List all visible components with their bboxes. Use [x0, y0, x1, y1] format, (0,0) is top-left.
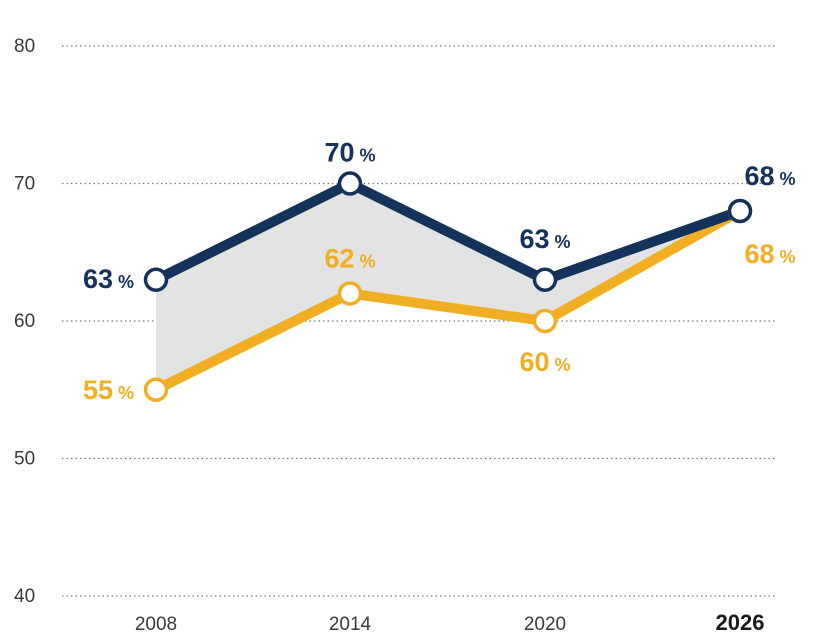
- data-label-dark: 68%: [744, 161, 795, 191]
- data-label-dark: 63%: [83, 264, 134, 294]
- data-label-dark: 63%: [519, 224, 570, 254]
- x-axis: 2008 2014 2020 2026: [135, 610, 765, 635]
- data-label-gold: 62%: [324, 244, 375, 274]
- y-axis: 40 50 60 70 80: [14, 36, 35, 607]
- point-dark: [143, 267, 169, 292]
- gap-area-fill: [156, 183, 740, 390]
- data-label-gold: 68%: [744, 239, 795, 269]
- series-lines: [151, 178, 745, 395]
- data-label-gold: 60%: [519, 347, 570, 377]
- x-tick-label: 2014: [329, 614, 372, 635]
- point-gold: [337, 281, 363, 306]
- y-tick-label: 80: [14, 36, 35, 57]
- y-tick-label: 40: [14, 586, 35, 607]
- y-tick-label: 50: [14, 449, 35, 470]
- grid-lines: [62, 45, 776, 597]
- data-label-dark: 70%: [324, 138, 375, 168]
- data-labels: 63 % 70 % 63 % 68 % 55 % 62 % 60 % 68%: [83, 138, 796, 405]
- x-tick-label: 2008: [135, 614, 177, 635]
- point-gold: [143, 377, 169, 402]
- gap-area: [156, 183, 740, 390]
- y-tick-label: 70: [14, 174, 35, 195]
- point-dark: [727, 198, 753, 224]
- data-label-gold: 55%: [83, 375, 134, 405]
- series-line-gold: [151, 206, 745, 395]
- point-gold: [532, 308, 558, 334]
- data-points: [143, 171, 753, 402]
- point-dark: [337, 171, 363, 196]
- x-tick-label: 2020: [524, 614, 566, 635]
- point-dark: [532, 267, 558, 292]
- y-tick-label: 60: [14, 311, 35, 332]
- x-tick-label: 2026: [716, 610, 765, 635]
- series-line-dark: [151, 178, 745, 285]
